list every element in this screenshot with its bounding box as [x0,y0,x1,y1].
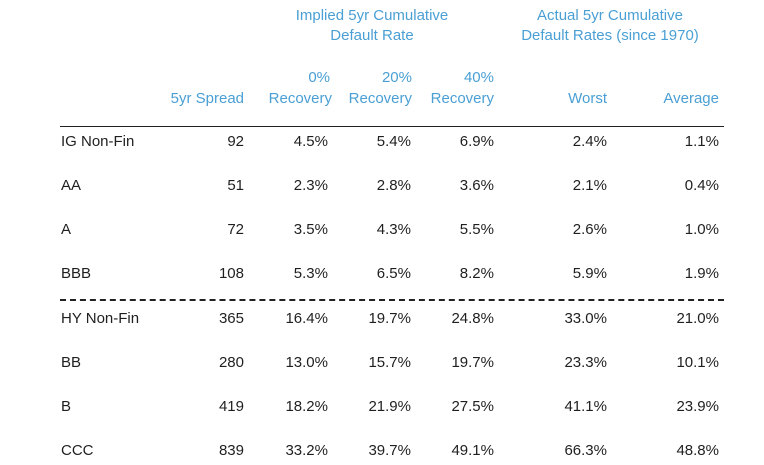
cell-average: 10.1% [676,354,719,371]
cell-rec0: 18.2% [285,398,328,415]
col-header-rec20-bottom: Recovery [348,90,412,107]
cell-spread: 108 [218,265,244,282]
cell-average: 48.8% [676,442,719,459]
cell-worst: 66.3% [564,442,607,459]
cell-rec0: 4.5% [293,133,328,150]
table-row: CCC 839 33.2% 39.7% 49.1% 66.3% 48.8% [0,441,764,461]
cell-label: B [61,398,72,415]
cell-rec20: 2.8% [376,177,411,194]
cell-spread: 365 [218,310,244,327]
cell-label: BB [61,354,82,371]
implied-header-line-2: Default Rate [330,27,414,44]
col-header-rec0-top: 0% [308,69,330,86]
cell-rec0: 13.0% [285,354,328,371]
cell-rec20: 19.7% [368,310,411,327]
cell-average: 0.4% [684,177,719,194]
cell-worst: 23.3% [564,354,607,371]
cell-spread: 72 [227,221,244,238]
cell-label: A [61,221,72,238]
implied-header-line-1: Implied 5yr Cumulative [295,7,449,24]
cell-worst: 2.6% [572,221,607,238]
cell-rec0: 16.4% [285,310,328,327]
cell-worst: 2.1% [572,177,607,194]
cell-average: 21.0% [676,310,719,327]
cell-label: CCC [61,442,94,459]
cell-rec40: 5.5% [459,221,494,238]
cell-worst: 5.9% [572,265,607,282]
cell-spread: 839 [218,442,244,459]
cell-rec20: 5.4% [376,133,411,150]
cell-rec0: 3.5% [293,221,328,238]
cell-rec40: 8.2% [459,265,494,282]
table-row: IG Non-Fin 92 4.5% 5.4% 6.9% 2.4% 1.1% [0,132,764,152]
cell-rec40: 24.8% [451,310,494,327]
cell-label: IG Non-Fin [61,133,135,150]
ig-hy-separator [60,299,724,301]
cell-spread: 51 [227,177,244,194]
col-header-worst: Worst [568,90,607,107]
cell-spread: 92 [227,133,244,150]
cell-rec40: 3.6% [459,177,494,194]
cell-rec0: 5.3% [293,265,328,282]
cell-rec40: 27.5% [451,398,494,415]
table-row: B 419 18.2% 21.9% 27.5% 41.1% 23.9% [0,397,764,417]
cell-rec40: 6.9% [459,133,494,150]
cell-rec20: 21.9% [368,398,411,415]
cell-label: AA [61,177,82,194]
cell-rec40: 19.7% [451,354,494,371]
cell-worst: 2.4% [572,133,607,150]
cell-rec40: 49.1% [451,442,494,459]
table-row: HY Non-Fin 365 16.4% 19.7% 24.8% 33.0% 21.0% [0,309,764,329]
cell-label: HY Non-Fin [61,310,140,327]
cell-spread: 280 [218,354,244,371]
cell-average: 1.0% [684,221,719,238]
cell-worst: 41.1% [564,398,607,415]
header-rule [60,126,724,127]
col-header-rec40-bottom: Recovery [430,90,494,107]
cell-spread: 419 [218,398,244,415]
implied-default-rate-header: Implied 5yr Cumulative Default Rate [262,6,482,46]
table-row: BBB 108 5.3% 6.5% 8.2% 5.9% 1.9% [0,264,764,284]
table-row: A 72 3.5% 4.3% 5.5% 2.6% 1.0% [0,220,764,240]
col-header-rec20-top: 20% [381,69,412,86]
cell-rec0: 33.2% [285,442,328,459]
cell-average: 1.1% [684,133,719,150]
cell-rec0: 2.3% [293,177,328,194]
cell-worst: 33.0% [564,310,607,327]
actual-header-line-2: Default Rates (since 1970) [521,27,699,44]
cell-rec20: 6.5% [376,265,411,282]
cell-average: 23.9% [676,398,719,415]
cell-average: 1.9% [684,265,719,282]
col-header-rec40-top: 40% [463,69,494,86]
col-header-rec0-bottom: Recovery [268,90,332,107]
cell-rec20: 39.7% [368,442,411,459]
actual-header-line-1: Actual 5yr Cumulative [537,7,683,24]
col-header-spread: 5yr Spread [170,90,244,107]
cell-rec20: 15.7% [368,354,411,371]
actual-default-rates-header: Actual 5yr Cumulative Default Rates (sin… [500,6,720,46]
cell-rec20: 4.3% [376,221,411,238]
col-header-average: Average [663,90,719,107]
table-row: AA 51 2.3% 2.8% 3.6% 2.1% 0.4% [0,176,764,196]
table-row: BB 280 13.0% 15.7% 19.7% 23.3% 10.1% [0,353,764,373]
cell-label: BBB [61,265,92,282]
